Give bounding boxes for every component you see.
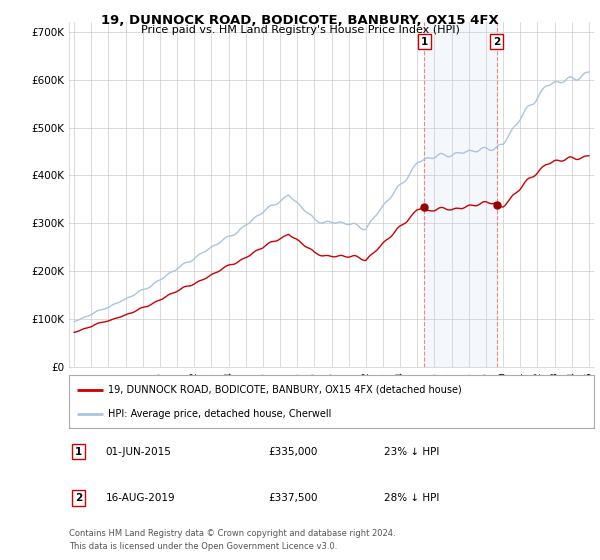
Text: 16-AUG-2019: 16-AUG-2019 [106,493,175,503]
Text: 2: 2 [75,493,82,503]
Text: 01-JUN-2015: 01-JUN-2015 [106,446,172,456]
Text: HPI: Average price, detached house, Cherwell: HPI: Average price, detached house, Cher… [109,409,332,419]
Text: Contains HM Land Registry data © Crown copyright and database right 2024.: Contains HM Land Registry data © Crown c… [69,529,395,538]
Text: 19, DUNNOCK ROAD, BODICOTE, BANBURY, OX15 4FX (detached house): 19, DUNNOCK ROAD, BODICOTE, BANBURY, OX1… [109,385,462,395]
Text: Price paid vs. HM Land Registry's House Price Index (HPI): Price paid vs. HM Land Registry's House … [140,25,460,35]
Text: 23% ↓ HPI: 23% ↓ HPI [384,446,439,456]
Text: 1: 1 [75,446,82,456]
Bar [424,22,497,367]
Text: 2: 2 [493,36,500,46]
Text: £337,500: £337,500 [269,493,318,503]
Text: 1: 1 [421,36,428,46]
Text: 19, DUNNOCK ROAD, BODICOTE, BANBURY, OX15 4FX: 19, DUNNOCK ROAD, BODICOTE, BANBURY, OX1… [101,14,499,27]
Text: 28% ↓ HPI: 28% ↓ HPI [384,493,439,503]
Text: £335,000: £335,000 [269,446,318,456]
Text: This data is licensed under the Open Government Licence v3.0.: This data is licensed under the Open Gov… [69,542,337,550]
